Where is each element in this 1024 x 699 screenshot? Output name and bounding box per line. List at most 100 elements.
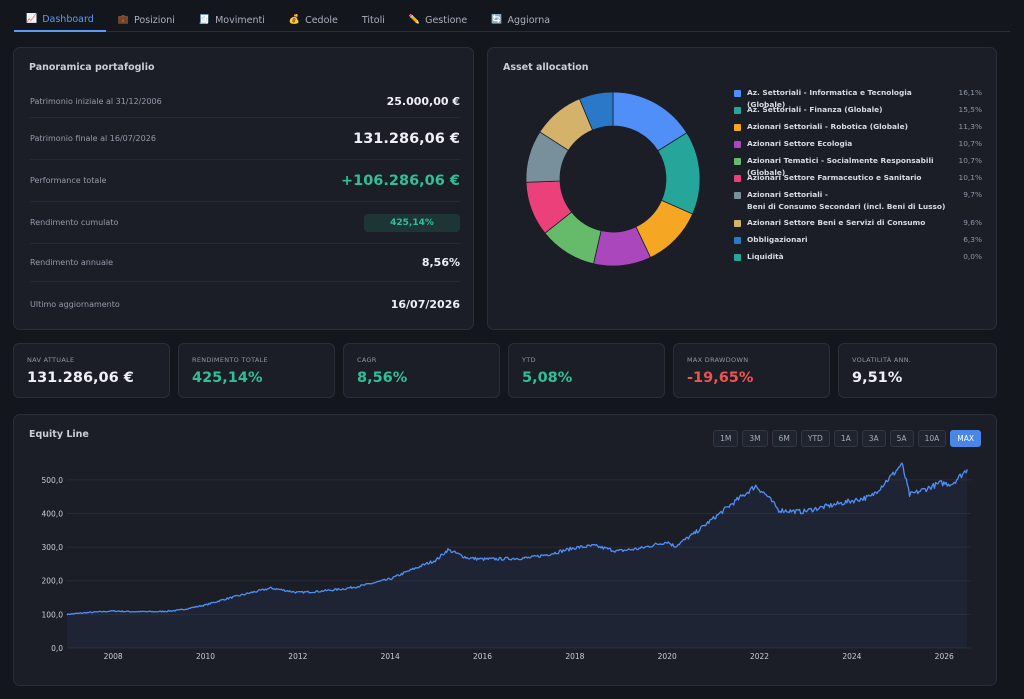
initial-capital-value: 25.000,00 € — [386, 94, 460, 108]
legend-swatch — [734, 107, 741, 114]
legend-swatch — [734, 141, 741, 148]
aggiorna-tab-icon: 🔄 — [491, 15, 503, 25]
legend-item[interactable]: Azionari Settore Ecologia 10,7% — [734, 139, 982, 150]
tab-aggiorna[interactable]: 🔄 Aggiorna — [479, 8, 562, 32]
last-update-row: Ultimo aggiornamento 16/07/2026 — [30, 282, 460, 326]
legend-label: Liquidità — [747, 252, 784, 261]
range-button-3a[interactable]: 3A — [861, 430, 886, 447]
kpi-label: RENDIMENTO TOTALE — [192, 356, 268, 364]
initial-capital-row: Patrimonio iniziale al 31/12/2006 25.000… — [30, 85, 460, 118]
kpi-label: VOLATILITÀ ANN. — [852, 356, 912, 364]
legend-swatch — [734, 237, 741, 244]
legend-percent: 6,3% — [963, 235, 982, 244]
kpi-value: 9,51% — [852, 370, 903, 386]
total-performance-label: Performance totale — [30, 176, 107, 185]
range-button-1m[interactable]: 1M — [713, 430, 739, 447]
y-tick-label: 0,0 — [51, 644, 63, 653]
tab-posizioni[interactable]: 💼 Posizioni — [106, 8, 187, 32]
movimenti-tab-icon: 🧾 — [198, 15, 211, 25]
last-update-value: 16/07/2026 — [390, 297, 460, 311]
kpi-value: 131.286,06 € — [27, 370, 134, 386]
donut-slice-8[interactable] — [578, 91, 614, 131]
tab-label: Titoli — [361, 14, 385, 26]
legend-item[interactable]: Azionari Tematici - Socialmente Responsa… — [734, 156, 982, 179]
final-capital-row: Patrimonio finale al 16/07/2026 131.286,… — [30, 118, 460, 160]
legend-label: Obbligazionari — [747, 235, 808, 244]
tab-movimenti[interactable]: 🧾 Movimenti — [187, 8, 277, 32]
x-tick-label: 2014 — [381, 652, 400, 661]
allocation-donut-chart — [525, 91, 701, 267]
kpi-value: 8,56% — [357, 370, 408, 386]
legend-label: Az. Settoriali - Informatica e Tecnologi… — [747, 88, 912, 109]
legend-swatch — [734, 192, 741, 199]
posizioni-tab-icon: 💼 — [117, 15, 129, 25]
tab-label: Posizioni — [133, 14, 175, 26]
legend-item[interactable]: Az. Settoriali - Finanza (Globale) 15,5% — [734, 105, 982, 116]
legend-swatch — [734, 90, 741, 97]
kpi-rendimento-totale: RENDIMENTO TOTALE 425,14% — [178, 343, 335, 398]
annual-return-value: 8,56% — [421, 256, 460, 269]
x-tick-label: 2016 — [473, 652, 492, 661]
kpi-volatilita-ann: VOLATILITÀ ANN. 9,51% — [838, 343, 997, 398]
kpi-ytd: YTD 5,08% — [508, 343, 665, 398]
legend-swatch — [734, 220, 741, 227]
x-tick-label: 2010 — [196, 652, 215, 661]
legend-label: Azionari Tematici - Socialmente Responsa… — [747, 156, 934, 177]
x-tick-label: 2024 — [842, 652, 861, 661]
final-capital-value: 131.286,06 € — [353, 130, 460, 147]
legend-percent: 15,5% — [958, 105, 982, 114]
allocation-title: Asset allocation — [503, 62, 589, 73]
dashboard-tab-icon: 📈 — [26, 14, 38, 24]
range-button-6m[interactable]: 6M — [771, 430, 797, 447]
annual-return-label: Rendimento annuale — [30, 258, 114, 267]
y-tick-label: 100,0 — [42, 610, 64, 619]
legend-percent: 11,3% — [958, 122, 982, 131]
legend-swatch — [734, 158, 741, 165]
range-button-max[interactable]: MAX — [950, 430, 981, 447]
equity-series-line[interactable] — [66, 462, 968, 616]
kpi-value: 425,14% — [192, 370, 263, 386]
tab-label: Movimenti — [215, 14, 265, 26]
range-button-3m[interactable]: 3M — [742, 430, 768, 447]
legend-item[interactable]: Azionari Settoriali - Beni di Consumo Se… — [734, 190, 982, 213]
equity-title: Equity Line — [29, 429, 89, 440]
legend-item[interactable]: Liquidità 0,0% — [734, 252, 982, 263]
y-tick-label: 200,0 — [42, 577, 64, 586]
legend-label: Azionari Settore Beni e Servizi di Consu… — [747, 218, 926, 227]
annual-return-row: Rendimento annuale 8,56% — [30, 244, 460, 282]
kpi-nav-attuale: NAV ATTUALE 131.286,06 € — [13, 343, 170, 398]
asset-allocation-card: Asset allocation — [487, 47, 997, 330]
legend-item[interactable]: Azionari Settoriali - Robotica (Globale)… — [734, 122, 982, 133]
tab-cedole[interactable]: 💰 Cedole — [277, 8, 350, 32]
y-tick-label: 500,0 — [42, 476, 64, 485]
legend-percent: 10,7% — [958, 156, 982, 165]
tab-dashboard[interactable]: 📈 Dashboard — [14, 8, 106, 32]
final-capital-label: Patrimonio finale al 16/07/2026 — [30, 134, 156, 143]
legend-item[interactable]: Azionari Settore Beni e Servizi di Consu… — [734, 218, 982, 229]
equity-area — [67, 463, 968, 648]
equity-line-card: 0,0 100,0 200,0 300,0 400,0 500,0 2008 2010 2012… — [13, 414, 997, 686]
legend-percent: 16,1% — [958, 88, 982, 97]
range-button-1a[interactable]: 1A — [833, 430, 858, 447]
main-tabs: 📈 Dashboard 💼 Posizioni 🧾 Movimenti 💰 Cedole Tit… — [14, 8, 1010, 32]
legend-swatch — [734, 254, 741, 261]
legend-item[interactable]: Azionari Settore Farmaceutico e Sanitari… — [734, 173, 982, 184]
legend-item[interactable]: Az. Settoriali - Informatica e Tecnologi… — [734, 88, 982, 111]
kpi-value: -19,65% — [687, 370, 754, 386]
range-button-10a[interactable]: 10A — [917, 430, 947, 447]
legend-item[interactable]: Obbligazionari 6,3% — [734, 235, 982, 246]
kpi-cagr: CAGR 8,56% — [343, 343, 500, 398]
y-tick-label: 400,0 — [42, 509, 64, 518]
initial-capital-label: Patrimonio iniziale al 31/12/2006 — [30, 96, 162, 106]
tab-gestione[interactable]: ✏️ Gestione — [397, 8, 479, 32]
legend-percent: 10,7% — [958, 139, 982, 148]
kpi-label: NAV ATTUALE — [27, 356, 75, 364]
range-button-5a[interactable]: 5A — [889, 430, 914, 447]
range-button-ytd[interactable]: YTD — [800, 430, 830, 447]
cumulative-return-row: Rendimento cumulato 425,14% — [30, 202, 460, 244]
tab-titoli[interactable]: Titoli — [350, 8, 397, 32]
kpi-max-drawdown: MAX DRAWDOWN -19,65% — [673, 343, 830, 398]
y-tick-label: 300,0 — [42, 543, 64, 552]
legend-label: Azionari Settoriali - Robotica (Globale) — [747, 122, 908, 131]
kpi-value: 5,08% — [522, 370, 573, 386]
